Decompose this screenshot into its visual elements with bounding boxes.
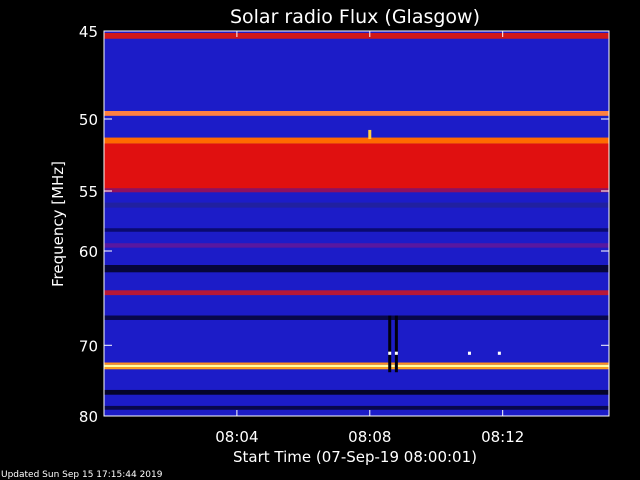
- spectrogram-band: [104, 243, 609, 248]
- updated-timestamp: Updated Sun Sep 15 17:15:44 2019: [1, 470, 163, 480]
- y-tick-label: 50: [79, 111, 98, 129]
- spectrogram-band: [104, 364, 609, 368]
- y-tick-label: 60: [79, 243, 98, 261]
- spectrogram-burst: [388, 315, 392, 373]
- spectrogram-burst: [394, 351, 398, 355]
- x-tick-label: 08:04: [215, 428, 258, 446]
- spectrogram-band: [104, 143, 609, 189]
- x-tick-label: 08:12: [481, 428, 524, 446]
- y-tick-label: 80: [79, 408, 98, 426]
- spectrogram-band: [104, 367, 609, 370]
- spectrogram-burst: [497, 351, 501, 355]
- spectrogram-burst: [467, 351, 471, 355]
- plot-frame: [103, 30, 610, 417]
- spectrogram-band: [104, 202, 609, 208]
- spectrogram-band: [104, 405, 609, 410]
- spectrogram-band: [104, 188, 609, 193]
- spectrogram-band: [104, 111, 609, 116]
- spectrogram-band: [104, 264, 609, 273]
- spectrogram-band: [104, 228, 609, 232]
- y-axis-label: Frequency [MHz]: [49, 161, 67, 287]
- spectrogram-burst: [368, 129, 372, 140]
- spectrogram-band: [104, 362, 609, 365]
- spectrogram-band: [104, 315, 609, 320]
- spectrogram-burst: [394, 315, 398, 373]
- spectrogram-band: [104, 290, 609, 296]
- x-axis-label: Start Time (07-Sep-19 08:00:01): [233, 448, 477, 466]
- chart-title: Solar radio Flux (Glasgow): [230, 6, 480, 28]
- spectrogram-band: [104, 137, 609, 144]
- spectrogram-band: [104, 389, 609, 395]
- spectrogram-band: [104, 32, 609, 39]
- spectrogram-background: [104, 31, 609, 416]
- spectrogram-burst: [388, 351, 392, 355]
- x-axis: 08:04 08:08 08:12: [215, 31, 524, 446]
- x-tick-label: 08:08: [348, 428, 391, 446]
- y-axis: 45 50 55 60 70 80: [79, 23, 609, 426]
- plot-area: [104, 31, 609, 416]
- y-tick-label: 45: [79, 23, 98, 41]
- y-tick-label: 70: [79, 337, 98, 355]
- y-tick-label: 55: [79, 183, 98, 201]
